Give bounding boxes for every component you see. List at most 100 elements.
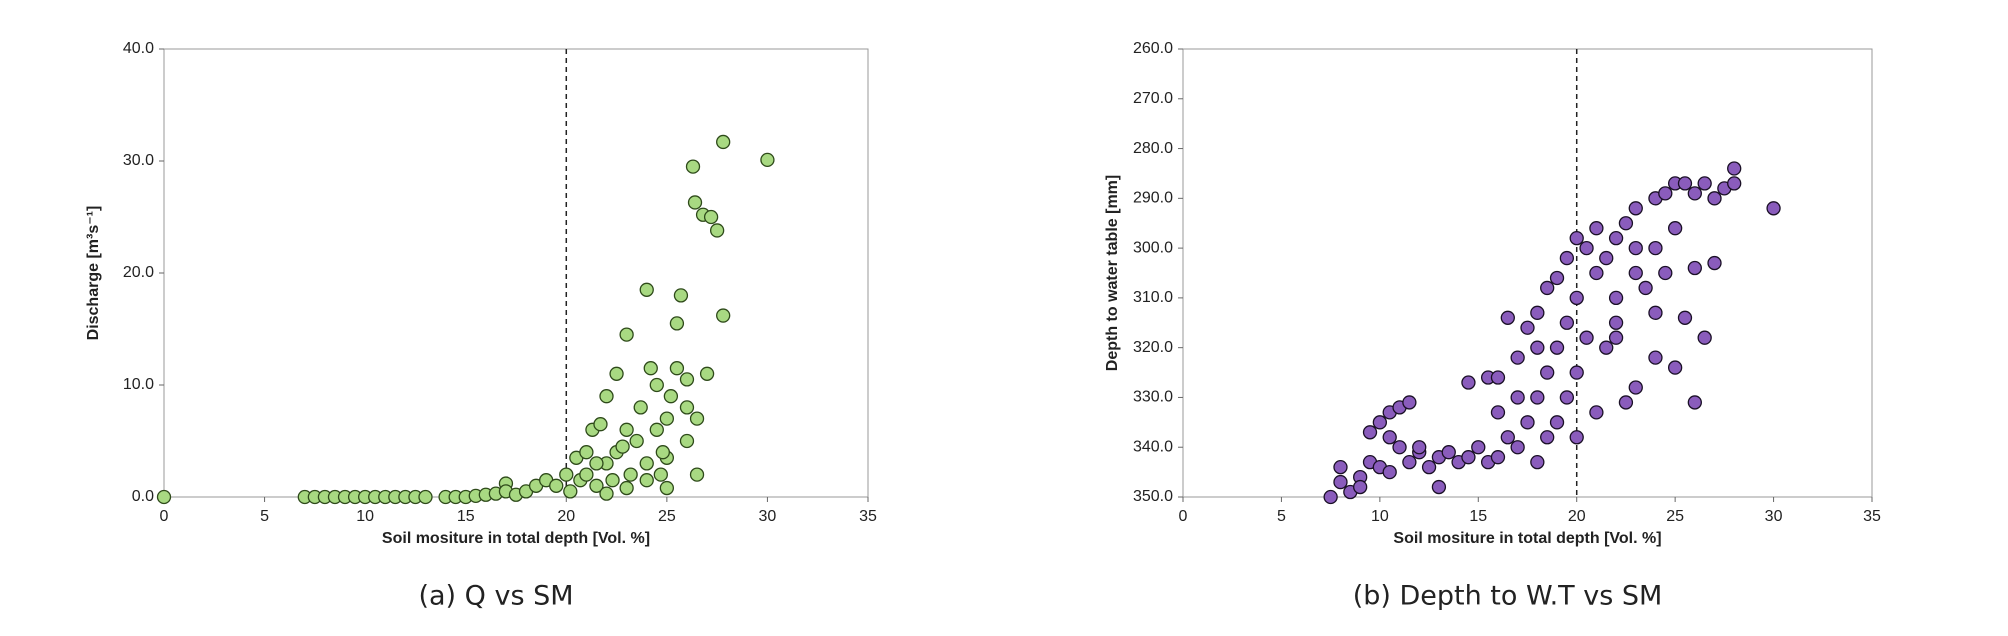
x-tick-label: 5 [1277,508,1286,525]
point [623,467,638,482]
point [1707,255,1722,271]
point [1697,176,1712,191]
point [1353,479,1368,495]
point [1490,370,1506,385]
y-tick-label: 300.0 [1133,239,1173,256]
point [1471,440,1486,455]
point [659,480,675,496]
point [1421,459,1437,475]
point [679,372,695,387]
point [1599,250,1614,266]
point [1510,350,1525,365]
y-tick-label: 290.0 [1133,190,1173,207]
point [1648,305,1663,320]
point [605,473,620,488]
point [663,389,679,404]
point [653,467,668,482]
point [1500,310,1515,325]
point [629,433,644,449]
point [687,195,703,210]
point [1677,176,1693,191]
point [1687,186,1702,201]
point [1530,390,1545,405]
point [1697,330,1712,345]
point [1520,320,1535,335]
x-tick-label: 15 [1469,508,1487,525]
point [609,366,624,381]
point [589,478,604,493]
x-tick-label: 30 [759,508,777,525]
point [633,400,648,415]
x-tick-label: 35 [859,508,877,525]
y-tick-label: 310.0 [1133,289,1173,306]
point [1530,305,1545,320]
point [563,484,578,499]
point [679,400,695,415]
point [1727,161,1742,176]
point [659,411,675,426]
point [619,327,634,342]
y-tick-label: 320.0 [1133,339,1173,356]
point [669,316,685,331]
y-tick-label: 340.0 [1133,438,1173,455]
point [593,417,608,432]
point [1559,315,1575,330]
point [1727,176,1742,191]
point [1638,280,1653,296]
point [685,159,701,174]
point [1648,240,1663,256]
point [1520,415,1535,430]
point [1510,440,1525,455]
y-axis-title: Depth to water table [mm] [1104,175,1121,371]
point [689,411,705,426]
point [689,467,705,482]
plot-area [1182,48,1873,498]
y-tick-label: 40.0 [123,40,154,57]
point [1540,430,1555,445]
point [1549,415,1565,430]
point [1589,265,1604,281]
y-tick-label: 20.0 [123,264,154,281]
point [156,489,172,505]
x-tick-label: 20 [1568,508,1586,525]
point [1362,425,1378,440]
point [1392,440,1407,455]
point [1687,260,1702,276]
point [1579,240,1594,256]
point [1677,310,1693,325]
point [589,456,604,471]
point [1412,440,1427,455]
point [673,288,689,303]
point [649,377,664,393]
point [1569,365,1584,380]
y-tick-label: 270.0 [1133,90,1173,107]
point [1618,216,1634,231]
point [559,467,574,482]
point [1333,474,1348,490]
point [1569,231,1584,246]
point [1461,450,1476,465]
point [1510,390,1525,405]
point [1618,395,1634,410]
point [599,389,614,404]
point [1540,365,1555,380]
point [1431,479,1447,495]
y-tick-label: 260.0 [1133,40,1173,57]
point [1628,380,1643,395]
point [639,456,654,471]
x-tick-label: 0 [160,508,169,525]
point [643,361,658,376]
point [1382,430,1397,445]
x-tick-label: 30 [1765,508,1783,525]
x-tick-label: 25 [1666,508,1684,525]
y-tick-label: 10.0 [123,376,154,393]
x-axis-title: Soil mositure in total depth [Vol. %] [382,530,650,547]
point [1766,201,1781,216]
point [1667,360,1683,375]
point [1608,290,1624,306]
point [579,445,594,460]
point [1628,240,1643,256]
point [1530,340,1545,355]
point [1382,464,1397,480]
point [1589,221,1604,236]
